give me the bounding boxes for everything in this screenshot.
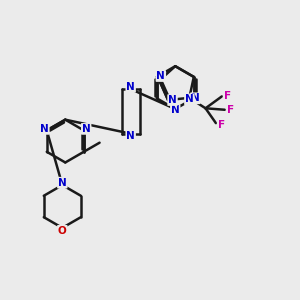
- Text: F: F: [224, 92, 231, 101]
- Text: N: N: [157, 71, 165, 81]
- Text: N: N: [126, 82, 135, 92]
- Text: N: N: [58, 178, 67, 188]
- Text: N: N: [126, 131, 135, 141]
- Text: F: F: [226, 105, 234, 115]
- Text: N: N: [171, 106, 180, 116]
- Text: O: O: [58, 226, 67, 236]
- Text: F: F: [218, 120, 225, 130]
- Text: N: N: [82, 124, 91, 134]
- Text: N: N: [191, 93, 200, 103]
- Text: N: N: [168, 95, 177, 105]
- Text: N: N: [185, 94, 194, 104]
- Text: N: N: [40, 124, 49, 134]
